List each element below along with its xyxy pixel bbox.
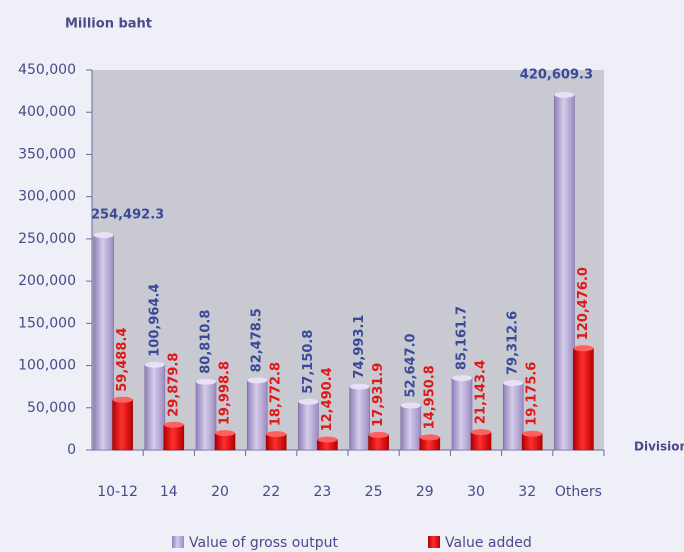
bar-cap	[573, 345, 594, 352]
y-tick-label: 50,000	[27, 400, 76, 416]
data-label: 74,993.1	[352, 315, 367, 379]
y-tick-label: 0	[67, 442, 76, 458]
bar-cap	[368, 431, 389, 438]
data-label: 29,879.8	[166, 353, 181, 417]
x-tick-label: 25	[365, 484, 383, 500]
data-label: 14,950.8	[422, 365, 437, 429]
data-label: 19,998.8	[218, 361, 233, 425]
y-axis-title: Million baht	[65, 17, 152, 32]
bar	[246, 380, 268, 451]
bar	[349, 386, 370, 451]
bar-cap	[452, 375, 472, 382]
data-label: 19,175.6	[525, 362, 540, 426]
legend-swatch	[428, 536, 440, 548]
y-tick-label: 100,000	[18, 358, 76, 374]
data-label: 82,478.5	[250, 308, 265, 372]
x-tick-label: 14	[160, 484, 178, 500]
x-tick-label: 20	[211, 484, 229, 500]
y-tick-label: 450,000	[18, 62, 76, 78]
legend-swatch	[172, 536, 184, 548]
data-label: 52,647.0	[403, 333, 418, 397]
data-label: 17,931.9	[371, 363, 386, 427]
bar	[298, 401, 319, 451]
legend-label: Value of gross output	[189, 535, 338, 551]
bar	[451, 377, 473, 451]
y-tick-label: 250,000	[18, 231, 76, 247]
y-tick-label: 150,000	[18, 315, 76, 331]
bar-cap	[266, 431, 287, 438]
bar	[144, 364, 166, 451]
bar-cap	[112, 396, 133, 403]
bar-cap	[554, 91, 575, 98]
bar-cap	[298, 398, 319, 405]
data-label: 254,492.3	[91, 208, 164, 223]
bar	[573, 347, 594, 451]
bar-cap	[196, 378, 216, 385]
data-label: 120,476.0	[576, 267, 591, 340]
x-tick-label: 10-12	[97, 484, 138, 500]
bar-cap	[163, 421, 184, 428]
bar-cap	[317, 436, 338, 443]
bar	[195, 381, 217, 451]
data-label: 420,609.3	[520, 67, 593, 82]
bar	[93, 234, 114, 451]
bar	[163, 424, 185, 451]
data-label: 21,143.4	[474, 360, 489, 424]
data-label: 57,150.8	[301, 330, 316, 394]
x-tick-label: 32	[518, 484, 536, 500]
bar	[554, 94, 575, 451]
x-tick-label: 23	[313, 484, 331, 500]
y-tick-label: 200,000	[18, 273, 76, 289]
data-label: 12,490.4	[320, 367, 335, 431]
y-tick-label: 400,000	[18, 104, 76, 120]
x-tick-label: 22	[262, 484, 280, 500]
x-tick-label: 30	[467, 484, 485, 500]
y-tick-label: 350,000	[18, 146, 76, 162]
x-tick-label: Others	[555, 484, 602, 500]
data-label: 79,312.6	[506, 311, 521, 375]
bar	[400, 405, 422, 451]
bar-cap	[471, 429, 491, 436]
bar	[502, 382, 524, 451]
data-label: 85,161.7	[455, 306, 470, 370]
x-axis-title: Division	[634, 440, 684, 454]
bar-cap	[349, 383, 370, 390]
x-tick-label: 29	[416, 484, 434, 500]
data-label: 18,772.8	[269, 362, 284, 426]
bar-cap	[400, 402, 421, 409]
bar-cap	[93, 232, 114, 239]
legend-label: Value added	[445, 535, 532, 551]
y-tick-label: 300,000	[18, 189, 76, 205]
bar-cap	[144, 361, 165, 368]
bar-cap	[419, 434, 440, 441]
bar-cap	[215, 430, 235, 437]
data-label: 59,488.4	[115, 328, 130, 392]
bar	[112, 399, 133, 451]
bar-cap	[503, 380, 524, 387]
data-label: 100,964.4	[147, 284, 162, 357]
bar-cap	[522, 430, 543, 437]
bar-cap	[247, 377, 268, 384]
data-label: 80,810.8	[199, 310, 214, 374]
